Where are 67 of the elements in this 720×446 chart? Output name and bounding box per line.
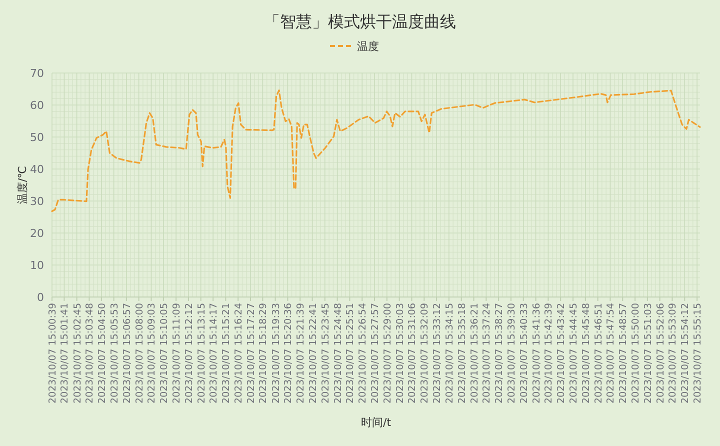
x-tick-label: 2023/10/07 15:00:39 [48,303,58,404]
line-series [51,89,701,212]
x-tick-label: 2023/10/07 15:25:51 [345,303,356,404]
x-tick-label: 2023/10/07 15:47:54 [606,303,617,404]
x-tick-label: 2023/10/07 15:27:57 [370,303,382,404]
x-tick-label: 2023/10/07 15:37:24 [482,303,493,404]
x-tick-label: 2023/10/07 15:36:21 [469,303,480,404]
x-tick-label: 2023/10/07 15:08:00 [134,303,146,404]
x-tick-label: 2023/10/07 15:13:15 [196,303,208,404]
x-tick-label: 2023/10/07 15:31:06 [407,303,418,404]
x-tick-label: 2023/10/07 15:03:48 [84,303,96,404]
x-tick-label: 2023/10/07 15:42:39 [544,303,555,404]
x-tick-label: 2023/10/07 15:12:12 [184,303,195,404]
y-tick-label: 30 [30,195,44,208]
x-tick-label: 2023/10/07 15:43:42 [556,303,568,404]
x-tick-label: 2023/10/07 15:54:12 [680,303,692,404]
x-tick-label: 2023/10/07 15:09:03 [146,303,158,404]
x-tick-label: 2023/10/07 15:22:41 [308,303,319,404]
chart-title: 「智慧」模式烘干温度曲线 [264,12,456,31]
x-tick-label: 2023/10/07 15:35:18 [456,303,468,404]
x-tick-label: 2023/10/07 15:46:51 [593,303,604,404]
y-tick-label: 60 [30,99,44,112]
y-tick-label: 0 [37,291,44,304]
x-tick-label: 2023/10/07 15:02:45 [72,303,84,404]
x-tick-label: 2023/10/07 15:23:45 [320,303,332,404]
x-axis-title: 时间/t [360,416,392,429]
x-tick-label: 2023/10/07 15:05:53 [109,303,120,404]
legend: 温度 [330,40,379,53]
x-tick-label: 2023/10/07 15:52:06 [655,303,666,404]
x-tick-label: 2023/10/07 15:38:27 [494,303,506,404]
x-tick-label: 2023/10/07 15:48:57 [618,303,630,404]
x-tick-label: 2023/10/07 15:53:09 [668,303,679,404]
x-tick-label: 2023/10/07 15:15:21 [221,303,232,404]
x-tick-label: 2023/10/07 15:50:00 [630,303,642,404]
x-tick-label: 2023/10/07 15:19:33 [270,303,282,404]
x-tick-label: 2023/10/07 15:34:15 [444,303,456,404]
x-tick-label: 2023/10/07 15:40:33 [518,303,530,404]
y-tick-label: 10 [30,259,44,272]
y-tick-label: 70 [30,67,44,80]
x-tick-label: 2023/10/07 15:10:05 [158,303,170,404]
x-tick-label: 2023/10/07 15:32:09 [420,303,431,404]
y-tick-label: 50 [30,131,44,144]
x-tick-label: 2023/10/07 15:18:29 [258,303,270,404]
x-tick-label: 2023/10/07 15:16:24 [234,303,245,404]
x-tick-label: 2023/10/07 15:14:17 [208,303,220,404]
x-tick-label: 2023/10/07 15:51:03 [642,303,654,404]
x-tick-label: 2023/10/07 15:17:27 [246,303,257,404]
x-tick-label: 2023/10/07 15:39:30 [506,303,518,404]
x-tick-label: 2023/10/07 15:41:36 [531,303,542,404]
x-tick-label: 2023/10/07 15:06:57 [122,303,133,404]
x-tick-label: 2023/10/07 15:45:48 [580,303,592,404]
x-tick-label: 2023/10/07 15:29:00 [382,303,394,404]
legend-label: 温度 [357,40,379,53]
y-axis-title: 温度/℃ [16,166,29,204]
x-tick-label: 2023/10/07 15:44:45 [568,303,580,404]
x-tick-label: 2023/10/07 15:21:39 [296,303,307,404]
x-tick-label: 2023/10/07 15:26:54 [358,303,369,404]
x-tick-label: 2023/10/07 15:30:03 [394,303,406,404]
x-tick-label: 2023/10/07 15:24:48 [332,303,344,404]
y-tick-label: 40 [30,163,44,176]
x-tick-label: 2023/10/07 15:33:12 [432,303,444,404]
x-tick-label: 2023/10/07 15:55:15 [692,303,704,404]
x-tick-label: 2023/10/07 15:20:36 [283,303,294,404]
x-tick-label: 2023/10/07 15:11:09 [172,303,183,404]
y-tick-label: 20 [30,227,44,240]
x-tick-label: 2023/10/07 15:01:41 [60,303,71,404]
x-tick-label: 2023/10/07 15:04:50 [96,303,108,404]
